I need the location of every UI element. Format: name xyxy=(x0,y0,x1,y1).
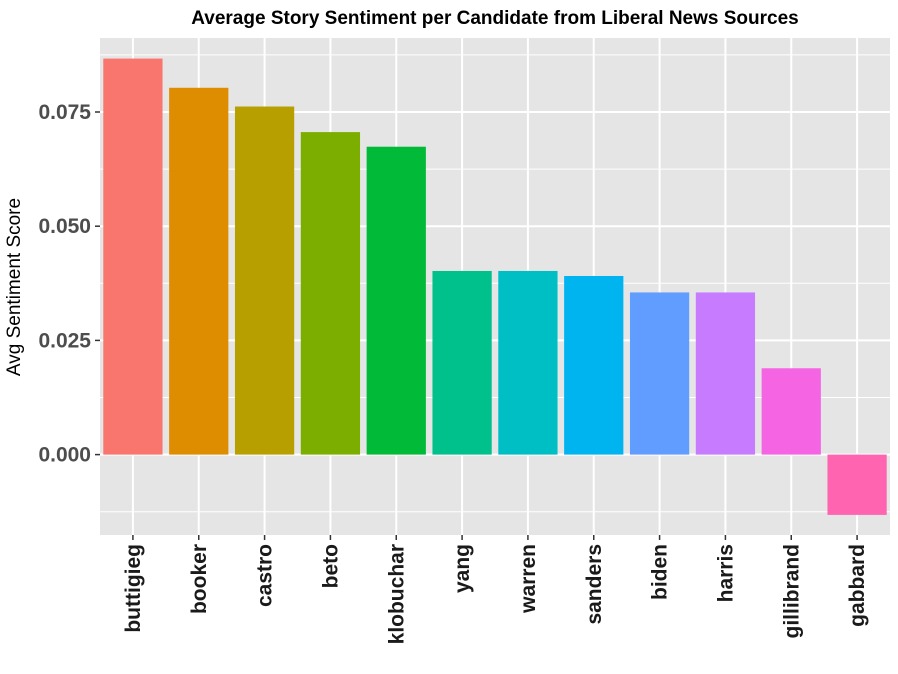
bar-sanders xyxy=(564,275,624,455)
x-tick-label-gillibrand: gillibrand xyxy=(780,544,803,639)
x-axis-ticks: buttigieg booker castro beto klobuchar yang wa… xyxy=(122,535,869,644)
bar-gillibrand xyxy=(761,368,821,455)
x-tick-label-castro: castro xyxy=(254,544,277,607)
x-tick-label-sanders: sanders xyxy=(583,544,606,625)
x-tick-label-harris: harris xyxy=(714,544,737,602)
x-tick-label-klobuchar: klobuchar xyxy=(385,544,408,644)
bar-yang xyxy=(432,270,492,455)
bar-beto xyxy=(300,132,361,455)
x-tick-label-yang: yang xyxy=(451,544,474,593)
minor-gridlines xyxy=(100,54,890,513)
x-tick-label-buttigieg: buttigieg xyxy=(122,544,145,633)
bar-buttigieg xyxy=(103,58,163,455)
bar-biden xyxy=(629,292,690,455)
bar-klobuchar xyxy=(366,146,426,455)
y-tick-label: 0.075 xyxy=(38,101,91,124)
x-tick-label-warren: warren xyxy=(517,544,540,614)
y-axis-ticks: 0.000 0.025 0.050 0.075 xyxy=(38,101,100,467)
bar-booker xyxy=(169,87,229,455)
x-tick-label-booker: booker xyxy=(188,544,211,614)
x-tick-label-biden: biden xyxy=(649,544,672,600)
y-tick-label: 0.050 xyxy=(38,215,91,238)
x-tick-label-gabbard: gabbard xyxy=(846,544,869,627)
y-tick-label: 0.025 xyxy=(38,329,91,352)
x-tick-label-beto: beto xyxy=(319,544,342,588)
plot-panel xyxy=(100,38,890,535)
bar-castro xyxy=(234,106,295,455)
bar-warren xyxy=(498,270,558,455)
bars xyxy=(103,58,887,515)
y-tick-label: 0.000 xyxy=(38,444,91,467)
bar-gabbard xyxy=(827,454,887,515)
bar-harris xyxy=(695,292,756,455)
y-axis-label: Avg Sentiment Score xyxy=(4,198,25,376)
chart-title: Average Story Sentiment per Candidate fr… xyxy=(191,8,798,29)
